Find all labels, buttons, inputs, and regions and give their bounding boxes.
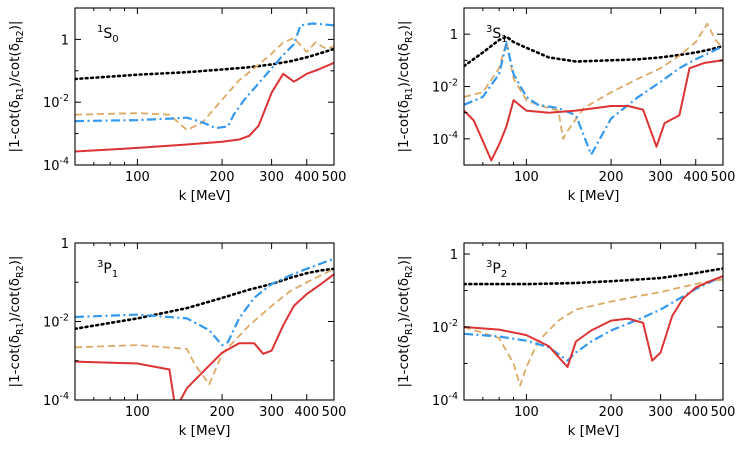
series-line-solid — [464, 275, 723, 368]
series-line-dashed — [464, 278, 723, 387]
x-tick-label: 300 — [259, 405, 284, 420]
y-tick-label: 10-2 — [432, 318, 458, 336]
series-group — [75, 257, 334, 400]
x-tick-label: 300 — [259, 170, 284, 185]
y-tick-label: 10-2 — [43, 93, 69, 111]
series-line-dotted — [75, 267, 334, 331]
x-tick-label: 200 — [599, 405, 624, 420]
y-tick-label: 10-4 — [432, 130, 458, 148]
y-axis-title: |1-cot(δR1)/cot(δR2)| — [7, 256, 26, 388]
series-group — [75, 22, 334, 153]
chart-panel-1: 100 200 300 400 500 10-4 10-2 1 k [MeV] |1-cot(δR… — [7, 7, 347, 204]
y-axis-title: |1-cot(δR1)/cot(δR2)| — [396, 256, 415, 388]
y-tick-label: 10-4 — [43, 156, 69, 174]
y-tick-label: 1 — [61, 237, 69, 252]
y-tick-label: 1 — [450, 28, 458, 43]
series-line-dashed — [75, 37, 334, 131]
series-group — [464, 22, 723, 162]
plot-frame — [463, 242, 724, 401]
x-tick-label: 100 — [125, 405, 150, 420]
series-line-dotted — [464, 35, 723, 68]
series-line-dotted — [464, 267, 723, 286]
x-tick-label: 200 — [210, 170, 235, 185]
y-tick-label: 1 — [61, 33, 69, 48]
series-line-solid — [75, 61, 334, 153]
y-axis-title: |1-cot(δR1)/cot(δR2)| — [7, 21, 26, 153]
x-tick-label: 500 — [322, 405, 347, 420]
y-tick-label: 1 — [450, 248, 458, 263]
y-tick-label: 10-4 — [432, 391, 458, 409]
series-line-dashdot — [75, 22, 334, 130]
series-line-dashdot — [464, 275, 723, 362]
chart-panel-4: 100 200 300 400 500 10-4 10-2 1 k [MeV] |1-cot(δR… — [396, 242, 736, 439]
x-tick-label: 400 — [683, 405, 708, 420]
x-tick-label: 500 — [711, 405, 736, 420]
plot-frame — [74, 7, 335, 166]
x-tick-label: 500 — [711, 170, 736, 185]
panel-label: 3S1 — [486, 24, 508, 45]
y-tick-label: 10-2 — [43, 313, 69, 331]
x-axis-title: k [MeV] — [179, 188, 231, 204]
x-tick-label: 400 — [294, 170, 319, 185]
x-tick-label: 100 — [125, 170, 150, 185]
panel-label: 3P1 — [97, 259, 118, 280]
chart-panel-2: 100 200 300 400 500 10-4 10-2 1 k [MeV] |1-cot(δR… — [396, 7, 736, 204]
chart-panel-3: 100 200 300 400 500 10-4 10-2 1 k [MeV] |1-cot(δR… — [7, 237, 346, 439]
series-line-solid — [464, 59, 723, 162]
y-tick-label: 10-2 — [432, 78, 458, 96]
panel-label: 3P2 — [486, 259, 507, 280]
x-axis-title: k [MeV] — [568, 188, 620, 204]
plot-frame — [463, 7, 724, 166]
x-axis-title: k [MeV] — [179, 423, 231, 439]
x-tick-label: 200 — [210, 405, 235, 420]
x-tick-label: 300 — [648, 170, 673, 185]
x-tick-label: 500 — [322, 170, 347, 185]
y-tick-label: 10-4 — [43, 391, 69, 409]
series-line-dashdot — [464, 42, 723, 156]
panel-label: 1S0 — [97, 24, 119, 45]
x-tick-label: 200 — [599, 170, 624, 185]
x-tick-label: 100 — [514, 405, 539, 420]
series-line-solid — [75, 273, 334, 400]
x-tick-label: 400 — [683, 170, 708, 185]
series-line-dashdot — [75, 257, 334, 347]
x-tick-label: 400 — [294, 405, 319, 420]
y-axis-title: |1-cot(δR1)/cot(δR2)| — [396, 21, 415, 153]
x-tick-label: 100 — [514, 170, 539, 185]
series-line-dotted — [75, 47, 334, 81]
x-axis-title: k [MeV] — [568, 423, 620, 439]
series-group — [464, 267, 723, 387]
x-tick-label: 300 — [648, 405, 673, 420]
